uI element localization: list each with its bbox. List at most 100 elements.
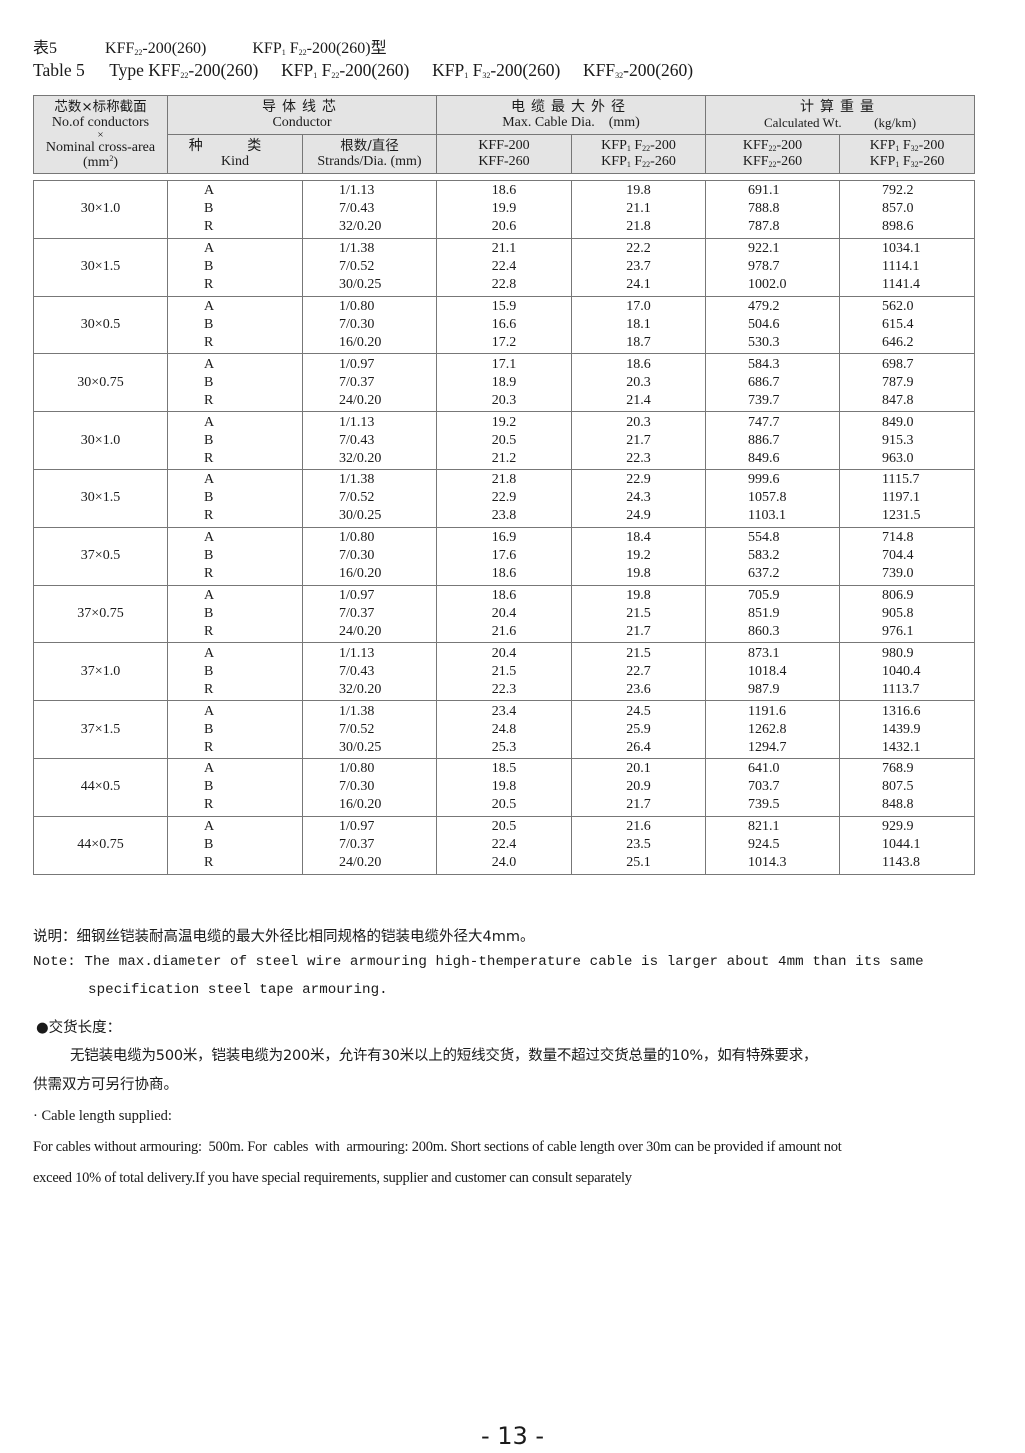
text-segment: -200 bbox=[918, 138, 945, 153]
header-size-x: × bbox=[97, 128, 104, 141]
kff22-weight-cell: 479.2 504.6 530.3 bbox=[705, 295, 840, 355]
header-wt-cn: 计算重量 bbox=[800, 99, 881, 115]
kff-dia-cell: 23.4 24.8 25.3 bbox=[436, 700, 572, 759]
kind-value: B bbox=[204, 432, 214, 448]
kfp22-value: 26.4 bbox=[626, 739, 651, 755]
strands-value: 7/0.30 bbox=[339, 316, 375, 332]
header-kfp22: KFP1 F22-200 KFP1 F22-260 bbox=[570, 134, 707, 174]
text-segment: 2 bbox=[109, 153, 114, 163]
size-cell: 30×1.5 bbox=[33, 468, 168, 528]
type-kfp1f32: KFP1 F32-200(260) bbox=[432, 60, 560, 80]
kfp32-value: 1115.7 bbox=[882, 472, 920, 488]
kff-value: 21.6 bbox=[491, 623, 517, 639]
kff-value: 16.9 bbox=[491, 530, 517, 546]
strands-cell: 1/0.80 7/0.30 16/0.20 bbox=[302, 757, 437, 817]
kind-value: B bbox=[204, 201, 214, 217]
text-segment: 1 bbox=[895, 160, 900, 169]
strands-cell: 1/1.38 7/0.52 30/0.25 bbox=[302, 468, 437, 528]
kfp22-value: 22.9 bbox=[626, 472, 651, 488]
kff-value: 22.9 bbox=[491, 490, 517, 506]
kfp32-value: 857.0 bbox=[882, 201, 914, 217]
strands-value: 7/0.52 bbox=[339, 721, 375, 737]
strands-value: 7/0.43 bbox=[339, 432, 375, 448]
kfp22-value: 21.7 bbox=[626, 432, 651, 448]
type-kff22: Type KFF22-200(260) bbox=[109, 60, 258, 80]
strands-value: 16/0.20 bbox=[339, 797, 382, 813]
kfp32-value: 976.1 bbox=[882, 623, 914, 639]
strands-value: 1/1.38 bbox=[339, 703, 375, 719]
kind-value: R bbox=[204, 797, 214, 813]
text-segment: KFP bbox=[252, 40, 282, 57]
kfp22-value: 22.2 bbox=[626, 241, 651, 257]
strands-cell: 1/1.38 7/0.52 30/0.25 bbox=[302, 700, 437, 759]
header-size-unit: (mm2) bbox=[34, 153, 167, 170]
strands-value: 7/0.43 bbox=[339, 201, 375, 217]
kind-value: B bbox=[204, 663, 214, 679]
kff-value: 18.6 bbox=[491, 587, 517, 603]
text-segment: 1 bbox=[626, 160, 631, 169]
header-weight: 计算重量 Calculated Wt. (kg/km) bbox=[705, 95, 976, 135]
size-cell: 30×1.0 bbox=[33, 180, 168, 239]
kfp32-weight-cell: 714.8 704.4 739.0 bbox=[839, 526, 975, 586]
kff-value: 18.6 bbox=[491, 566, 517, 582]
kind-value: B bbox=[204, 374, 214, 390]
size-value: 37×0.75 bbox=[77, 605, 124, 621]
strands-value: 30/0.25 bbox=[339, 739, 382, 755]
kfp32-weight-cell: 806.9 905.8 976.1 bbox=[839, 584, 975, 644]
kff-value: 20.5 bbox=[491, 797, 517, 813]
kff-dia-cell: 18.6 20.4 21.6 bbox=[436, 584, 572, 644]
delivery-cn-line1: 无铠装电缆为500米，铠装电缆为200米，允许有30米以上的短线交货，数量不超过… bbox=[70, 1048, 818, 1064]
note-en-line2: specification steel tape armouring. bbox=[88, 982, 388, 998]
kfp32-weight-cell: 792.2 857.0 898.6 bbox=[839, 180, 975, 239]
kff-dia-cell: 21.1 22.4 22.8 bbox=[436, 237, 572, 297]
strands-value: 1/0.97 bbox=[339, 587, 375, 603]
type-kff32: KFF32-200(260) bbox=[583, 60, 693, 80]
kff22-value: 987.9 bbox=[748, 681, 780, 697]
table-row: 30×1.5 A B R 1/1.38 7/0.52 30/0.25 21.1 22.4 22.8… bbox=[33, 237, 975, 297]
kfp22-value: 18.7 bbox=[626, 334, 651, 350]
size-cell: 30×1.0 bbox=[33, 411, 168, 470]
kff22-value: 703.7 bbox=[748, 779, 780, 795]
kfp32-value: 1316.6 bbox=[882, 703, 921, 719]
table-row: 30×0.75 A B R 1/0.97 7/0.37 24/0.20 17.1 18.9 20.… bbox=[33, 353, 975, 413]
kfp32-value: 1197.1 bbox=[882, 490, 920, 506]
kfp22-dia-cell: 19.8 21.1 21.8 bbox=[571, 180, 706, 239]
table-row: 30×0.5 A B R 1/0.80 7/0.30 16/0.20 15.9 16.6 17.2… bbox=[33, 295, 975, 355]
text-segment: KFP bbox=[601, 138, 627, 153]
kind-value: A bbox=[204, 472, 215, 488]
kff-value: 15.9 bbox=[491, 298, 517, 314]
table-title-en: Table 5 Type KFF22-200(260) KFP1 F22-200… bbox=[33, 60, 693, 81]
kff-value: 21.2 bbox=[491, 450, 517, 466]
kff22-value: 1014.3 bbox=[748, 855, 787, 871]
size-cell: 44×0.75 bbox=[33, 815, 168, 875]
kind-value: A bbox=[204, 530, 215, 546]
kff-dia-cell: 21.8 22.9 23.8 bbox=[436, 468, 572, 528]
size-value: 37×0.5 bbox=[80, 548, 121, 564]
kfp22-value: 19.2 bbox=[626, 548, 651, 564]
text-segment: KFP bbox=[601, 154, 627, 169]
kfp22-value: 21.1 bbox=[626, 201, 651, 217]
kind-value: B bbox=[204, 259, 214, 275]
kff22-value: 739.5 bbox=[748, 797, 780, 813]
kfp32-value: 849.0 bbox=[882, 414, 914, 430]
kind-value: A bbox=[204, 241, 215, 257]
text-segment: -200 bbox=[776, 138, 803, 153]
kfp32-value: 898.6 bbox=[882, 219, 914, 235]
size-cell: 37×0.75 bbox=[33, 584, 168, 644]
text-segment: Type KFF bbox=[109, 60, 181, 80]
strands-cell: 1/0.97 7/0.37 24/0.20 bbox=[302, 815, 437, 875]
kfp22-value: 21.5 bbox=[626, 645, 651, 661]
kfp32-value: 562.0 bbox=[882, 298, 914, 314]
page-number: - 13 - bbox=[480, 1422, 545, 1450]
kff22-value: 479.2 bbox=[748, 298, 780, 314]
text-segment: -200(260) bbox=[339, 60, 410, 80]
text-segment: 32 bbox=[615, 71, 624, 80]
header-kfp22-200: KFP1 F22-200 bbox=[572, 138, 705, 154]
kfp32-value: 1040.4 bbox=[882, 663, 921, 679]
header-kfp32-200: KFP1 F32-200 bbox=[840, 138, 974, 154]
header-kff22-200: KFF22-200 bbox=[706, 138, 839, 154]
kff-value: 22.4 bbox=[491, 837, 517, 853]
strands-value: 32/0.20 bbox=[339, 219, 382, 235]
kff-value: 20.5 bbox=[491, 432, 517, 448]
